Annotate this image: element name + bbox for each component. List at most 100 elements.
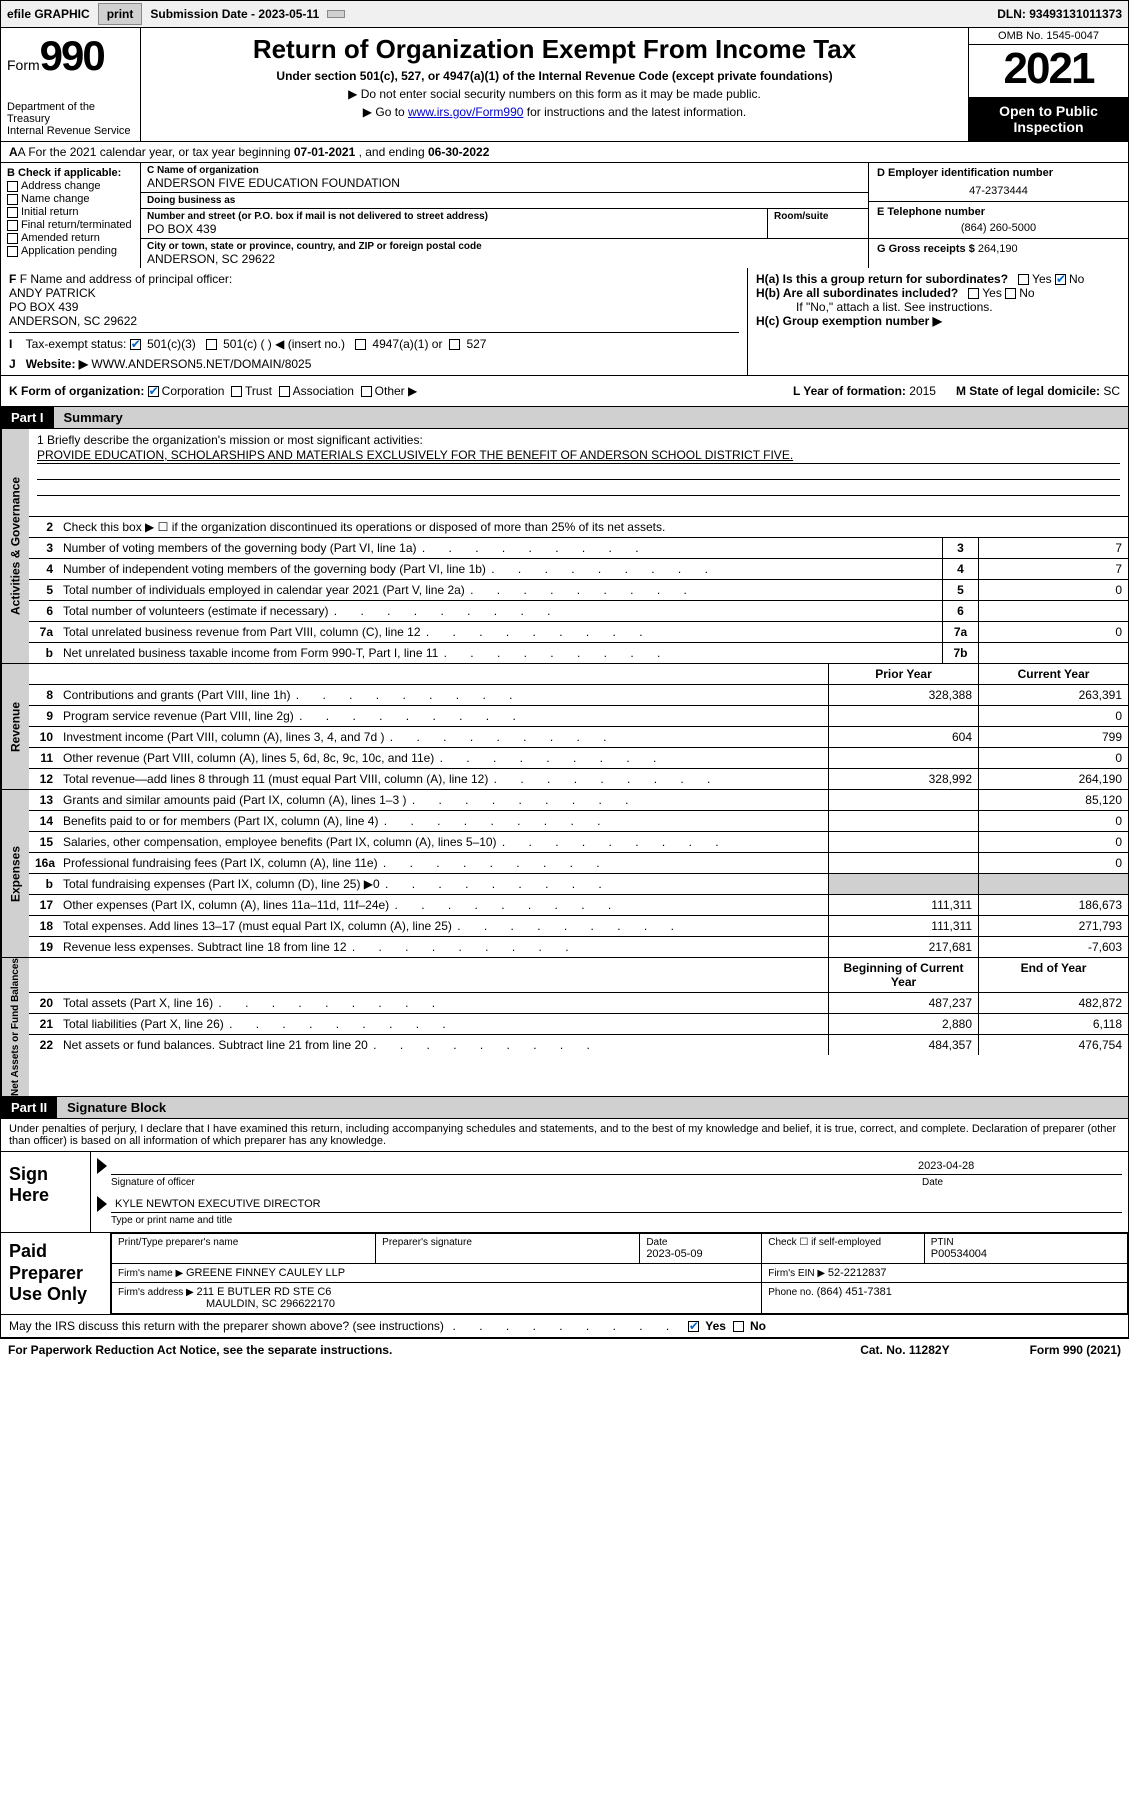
discuss-no[interactable] — [733, 1321, 744, 1332]
summary-line: 4Number of independent voting members of… — [29, 559, 1128, 580]
firm-phone-label: Phone no. — [768, 1287, 816, 1298]
chk-corp[interactable] — [148, 386, 159, 397]
part1-header: Part I Summary — [0, 407, 1129, 429]
summary-line: 17Other expenses (Part IX, column (A), l… — [29, 895, 1128, 916]
part2-title: Signature Block — [57, 1097, 1128, 1118]
irs-link[interactable]: www.irs.gov/Form990 — [408, 105, 523, 119]
chk-501c[interactable] — [206, 339, 217, 350]
col-b-checkboxes: B Check if applicable: Address change Na… — [1, 163, 141, 268]
h-block: H(a) Is this a group return for subordin… — [748, 268, 1128, 375]
chk-initial-return[interactable]: Initial return — [7, 206, 134, 218]
discuss-q: May the IRS discuss this return with the… — [9, 1319, 444, 1333]
header-mid: Return of Organization Exempt From Incom… — [141, 28, 968, 141]
rowa-text: A For the 2021 calendar year, or tax yea… — [18, 145, 294, 159]
note2-post: for instructions and the latest informat… — [523, 105, 746, 119]
ein-label: D Employer identification number — [877, 167, 1120, 179]
form-note1: ▶ Do not enter social security numbers o… — [147, 87, 962, 101]
tax-status-label: Tax-exempt status: — [26, 337, 127, 351]
prep-date: 2023-05-09 — [646, 1248, 755, 1260]
sidebar-netassets: Net Assets or Fund Balances — [1, 958, 29, 1096]
hb-no[interactable] — [1005, 288, 1016, 299]
summary-line: 10Investment income (Part VIII, column (… — [29, 727, 1128, 748]
submission-date-label: Submission Date - 2023-05-11 — [144, 4, 325, 24]
prep-row2: Firm's name ▶ GREENE FINNEY CAULEY LLP F… — [112, 1264, 1128, 1283]
summary-line: 2Check this box ▶ ☐ if the organization … — [29, 517, 1128, 538]
prep-row1: Print/Type preparer's name Preparer's si… — [112, 1234, 1128, 1264]
hb-note: If "No," attach a list. See instructions… — [756, 300, 1120, 314]
firm-phone: (864) 451-7381 — [817, 1286, 892, 1298]
omb-number: OMB No. 1545-0047 — [969, 28, 1128, 45]
arrow-icon-2 — [97, 1196, 107, 1212]
preparer-table: Print/Type preparer's name Preparer's si… — [111, 1233, 1128, 1314]
hc-label: H(c) Group exemption number ▶ — [756, 314, 942, 328]
hc-row: H(c) Group exemption number ▶ — [756, 314, 1120, 328]
summary-line: bTotal fundraising expenses (Part IX, co… — [29, 874, 1128, 895]
block-b-to-g: B Check if applicable: Address change Na… — [0, 163, 1129, 268]
header-right: OMB No. 1545-0047 2021 Open to Public In… — [968, 28, 1128, 141]
chk-trust[interactable] — [231, 386, 242, 397]
chk-name-change[interactable]: Name change — [7, 193, 134, 205]
signature-section: Under penalties of perjury, I declare th… — [0, 1119, 1129, 1338]
form-header: Form990 Department of the Treasury Inter… — [0, 28, 1129, 142]
chk-4947[interactable] — [355, 339, 366, 350]
chk-amended-return[interactable]: Amended return — [7, 232, 134, 244]
room-label: Room/suite — [774, 211, 862, 222]
na-hdr-spacer — [29, 958, 59, 992]
expense-lines: 13Grants and similar amounts paid (Part … — [29, 790, 1128, 957]
hb-label: H(b) Are all subordinates included? — [756, 286, 958, 300]
chk-527[interactable] — [449, 339, 460, 350]
chk-application-pending[interactable]: Application pending — [7, 245, 134, 257]
ha-no[interactable] — [1055, 274, 1066, 285]
mission-blank1 — [37, 464, 1120, 480]
ha-yes[interactable] — [1018, 274, 1029, 285]
year-formation-label: L Year of formation: — [793, 384, 909, 398]
top-toolbar: efile GRAPHIC print Submission Date - 20… — [0, 0, 1129, 28]
phone-label: E Telephone number — [877, 206, 1120, 218]
form-prefix: Form — [7, 57, 40, 73]
efile-label: efile GRAPHIC — [1, 4, 96, 24]
inspect-l1: Open to Public — [973, 103, 1124, 119]
chk-501c3[interactable] — [130, 339, 141, 350]
footer-left: For Paperwork Reduction Act Notice, see … — [8, 1343, 392, 1357]
opt-other: Other ▶ — [375, 384, 418, 398]
sign-fields: 2023-04-28 Signature of officer Date KYL… — [91, 1152, 1128, 1232]
officer-sig-label: Signature of officer — [111, 1177, 922, 1188]
subdate-value: 2023-05-11 — [258, 7, 319, 21]
chk-final-return[interactable]: Final return/terminated — [7, 219, 134, 231]
chk-address-change[interactable]: Address change — [7, 180, 134, 192]
sign-here-label: Sign Here — [1, 1152, 91, 1232]
print-button-2[interactable] — [327, 10, 345, 18]
row-f-h: F F Name and address of principal office… — [0, 268, 1129, 376]
chk-other[interactable] — [361, 386, 372, 397]
discuss-no-label: No — [750, 1319, 766, 1333]
discuss-yes[interactable] — [688, 1321, 699, 1332]
rowa-end: 06-30-2022 — [428, 145, 489, 159]
gross-value: 264,190 — [978, 243, 1018, 255]
subdate-label-text: Submission Date - — [150, 7, 258, 21]
summary-line: 16aProfessional fundraising fees (Part I… — [29, 853, 1128, 874]
sign-here-row: Sign Here 2023-04-28 Signature of office… — [1, 1152, 1128, 1233]
opt-501c3: 501(c)(3) — [147, 337, 196, 351]
note2-pre: ▶ Go to — [363, 105, 408, 119]
col-beginning-year: Beginning of Current Year — [828, 958, 978, 992]
part1-body: Activities & Governance 1 Briefly descri… — [0, 429, 1129, 664]
ein-value: 47-2373444 — [877, 179, 1120, 197]
form-note2: ▶ Go to www.irs.gov/Form990 for instruct… — [147, 105, 962, 119]
discuss-yes-label: Yes — [705, 1319, 726, 1333]
website-label: Website: ▶ — [26, 357, 92, 371]
expenses-block: Expenses 13Grants and similar amounts pa… — [0, 790, 1129, 958]
year-formation: 2015 — [909, 384, 936, 398]
dept-line1: Department of the Treasury — [7, 101, 134, 125]
chk-assoc[interactable] — [279, 386, 290, 397]
firm-ein: 52-2212837 — [828, 1267, 887, 1279]
hb-yes[interactable] — [968, 288, 979, 299]
rev-hdr-txt — [59, 664, 828, 684]
print-button[interactable]: print — [98, 3, 143, 25]
prep-sig-label: Preparer's signature — [382, 1237, 633, 1248]
firm-name: GREENE FINNEY CAULEY LLP — [186, 1267, 345, 1279]
rev-hdr-spacer — [29, 664, 59, 684]
form-num: 990 — [40, 32, 104, 79]
opt-501c: 501(c) ( ) ◀ (insert no.) — [223, 337, 345, 351]
firm-ein-label: Firm's EIN ▶ — [768, 1268, 828, 1279]
firm-label: Firm's name ▶ — [118, 1268, 186, 1279]
